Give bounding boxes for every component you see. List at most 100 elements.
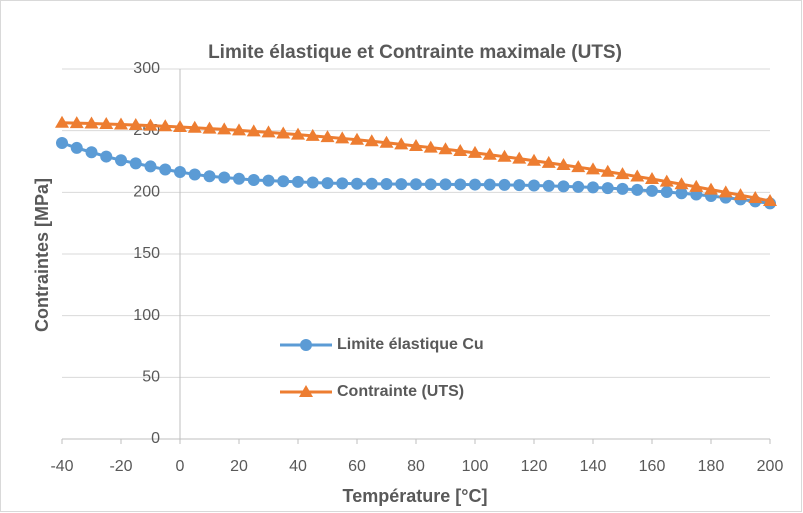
marker xyxy=(718,185,733,198)
marker xyxy=(364,134,379,147)
marker xyxy=(262,174,275,187)
marker xyxy=(571,160,586,173)
marker xyxy=(232,123,246,136)
marker xyxy=(291,127,305,140)
marker xyxy=(247,174,260,186)
marker xyxy=(645,172,659,185)
x-tick-label: 100 xyxy=(462,458,489,475)
legend-label: Limite élastique Cu xyxy=(337,336,484,353)
marker xyxy=(100,150,113,163)
chart-title: Limite élastique et Contrainte maximale … xyxy=(208,42,622,63)
marker xyxy=(277,175,290,188)
marker xyxy=(660,185,673,198)
marker xyxy=(615,167,630,180)
marker xyxy=(512,151,527,164)
marker xyxy=(497,149,512,162)
marker xyxy=(733,188,748,201)
x-tick-label: 160 xyxy=(639,458,666,475)
marker xyxy=(542,179,555,192)
legend-marker xyxy=(300,339,312,351)
marker xyxy=(335,131,350,144)
marker xyxy=(351,177,363,190)
marker xyxy=(748,191,763,204)
x-tick-label: 200 xyxy=(757,458,784,475)
marker xyxy=(631,183,644,196)
marker xyxy=(556,157,571,170)
y-tick-label: 150 xyxy=(133,245,160,262)
marker xyxy=(85,146,98,159)
marker xyxy=(763,193,777,206)
marker xyxy=(70,141,83,154)
marker xyxy=(453,144,468,157)
marker xyxy=(379,135,394,148)
marker xyxy=(218,171,231,184)
y-tick-label: 0 xyxy=(151,430,160,447)
marker xyxy=(69,116,84,129)
marker xyxy=(675,187,688,200)
marker xyxy=(261,125,276,138)
marker xyxy=(56,137,68,149)
marker xyxy=(233,172,245,185)
marker xyxy=(380,177,393,190)
marker xyxy=(646,184,658,197)
marker xyxy=(305,128,320,141)
marker xyxy=(187,120,202,133)
legend-marker xyxy=(299,385,313,397)
y-tick-label: 100 xyxy=(133,307,160,324)
marker xyxy=(410,178,422,191)
marker xyxy=(173,119,187,132)
marker xyxy=(468,145,482,158)
marker xyxy=(528,179,540,192)
marker xyxy=(128,117,143,130)
marker xyxy=(439,178,452,191)
marker xyxy=(129,157,142,170)
marker xyxy=(99,117,114,130)
marker xyxy=(203,170,216,183)
x-tick-label: 60 xyxy=(348,458,366,475)
x-tick-label: 40 xyxy=(289,458,307,475)
marker xyxy=(320,130,335,143)
marker xyxy=(292,175,304,188)
marker xyxy=(586,162,600,175)
marker xyxy=(115,154,127,167)
marker xyxy=(246,124,261,137)
marker xyxy=(498,178,511,191)
x-tick-label: 0 xyxy=(176,458,185,475)
x-tick-label: 180 xyxy=(698,458,725,475)
marker xyxy=(321,177,334,190)
marker xyxy=(438,142,453,155)
legend-label: Contrainte (UTS) xyxy=(337,383,464,400)
marker xyxy=(659,174,674,187)
x-tick-label: 140 xyxy=(580,458,607,475)
marker xyxy=(174,165,186,178)
marker xyxy=(395,178,408,191)
marker xyxy=(158,119,173,132)
marker xyxy=(704,182,718,195)
marker xyxy=(365,177,378,190)
x-tick-label: 80 xyxy=(407,458,425,475)
marker xyxy=(424,178,437,191)
marker xyxy=(423,140,438,153)
marker xyxy=(541,155,556,168)
marker xyxy=(689,179,704,192)
marker xyxy=(469,178,481,191)
marker xyxy=(202,121,217,134)
marker xyxy=(143,118,158,131)
marker xyxy=(601,182,614,195)
y-tick-label: 300 xyxy=(133,60,160,77)
x-axis-label: Température [°C] xyxy=(343,486,488,506)
marker xyxy=(616,182,629,195)
marker xyxy=(630,169,645,182)
marker xyxy=(336,177,349,190)
marker xyxy=(114,117,128,130)
marker xyxy=(454,178,467,191)
marker xyxy=(188,168,201,181)
marker xyxy=(557,180,570,193)
marker xyxy=(159,163,172,176)
marker xyxy=(587,181,599,194)
marker xyxy=(55,115,69,128)
y-tick-label: 200 xyxy=(133,184,160,201)
x-tick-label: 20 xyxy=(230,458,248,475)
marker xyxy=(144,160,157,173)
